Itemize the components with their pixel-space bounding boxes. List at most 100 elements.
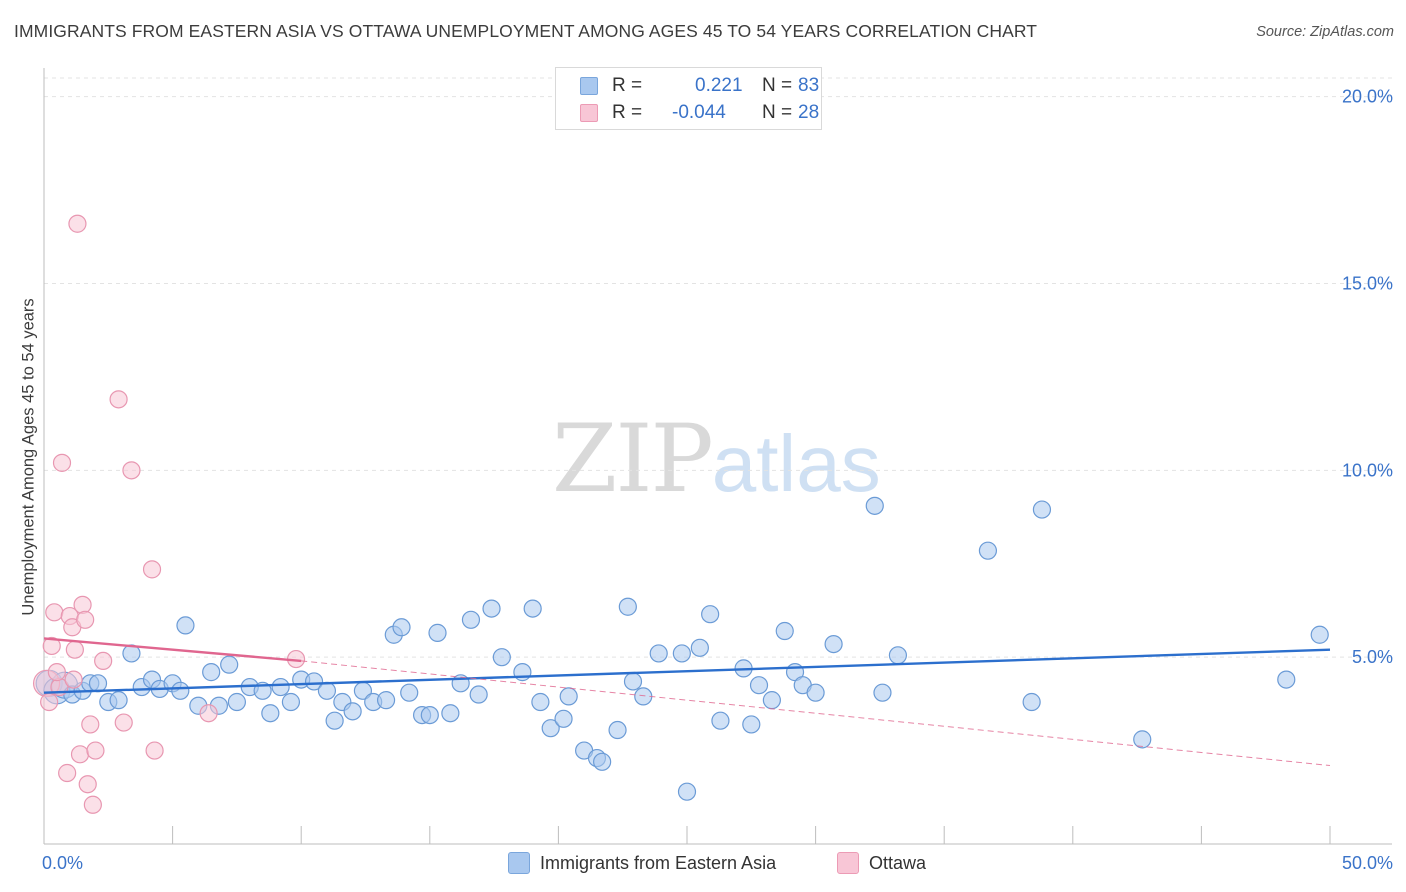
eastern-asia-point [634,687,653,706]
eastern-asia-point [469,685,488,704]
eastern-asia-point [271,677,290,697]
eastern-asia-point [176,616,195,635]
x-tick-label: 50.0% [1342,853,1393,873]
ottawa-point [64,670,83,689]
legend-n-label: N = [762,102,793,123]
eastern-asia-point [824,634,843,654]
eastern-asia-point [672,644,691,663]
eastern-asia-point [749,676,769,695]
chart-title: IMMIGRANTS FROM EASTERN ASIA VS OTTAWA U… [14,21,1038,41]
legend-n-label: N = [762,75,793,96]
eastern-asia-point [618,597,637,616]
eastern-asia-point [420,705,439,725]
eastern-asia-point [711,711,730,730]
x-tick-label: 0.0% [42,853,83,873]
eastern-asia-point [400,683,419,702]
bottom-legend-swatch-ottawa [837,852,859,874]
eastern-asia-point [202,663,221,682]
ottawa-point [142,560,162,579]
eastern-asia-point [428,623,447,642]
ottawa-point [76,610,95,629]
ottawa-point [40,692,59,712]
eastern-asia-point [304,672,324,691]
eastern-asia-point [888,646,908,665]
eastern-asia-point [806,683,825,702]
eastern-asia-point [690,638,709,657]
watermark: ZIPatlas [552,405,881,514]
eastern-asia-point [1277,670,1296,689]
legend-n-value: 28 [798,102,820,123]
legend-row-eastern-asia: R = 0.221 N = 83 [580,75,819,99]
bottom-legend-eastern-asia: Immigrants from Eastern Asia [508,852,808,878]
eastern-asia-point [482,599,501,618]
ottawa-trend-extension [301,660,1331,767]
eastern-asia-point [775,621,794,641]
ottawa-point [199,704,218,723]
eastern-asia-point [623,672,643,691]
ottawa-trend-line [43,637,302,663]
eastern-asia-point [608,720,627,740]
eastern-asia-point [701,605,720,624]
eastern-asia-point [281,692,301,712]
eastern-asia-point [978,541,998,560]
ottawa-point [114,713,133,732]
eastern-asia-point [109,691,128,710]
bottom-legend-label-eastern-asia: Immigrants from Eastern Asia [540,853,777,873]
bottom-legend-label-ottawa: Ottawa [869,853,927,873]
ottawa-point [78,775,97,794]
eastern-asia-point [220,655,239,674]
source-label: Source: ZipAtlas.com [1256,24,1394,40]
y-tick-label: 10.0% [1342,460,1393,480]
eastern-asia-point [392,618,411,637]
eastern-asia-point [865,496,884,515]
y-tick-label: 5.0% [1352,647,1393,667]
eastern-asia-trend-line [43,648,1331,694]
ottawa-point [109,390,128,409]
eastern-asia-point [376,691,396,710]
legend-swatch-eastern-asia [580,77,598,95]
eastern-asia-point [88,674,108,693]
eastern-asia-point [325,711,344,730]
watermark-atlas: atlas [711,419,881,508]
ottawa-point [70,745,90,764]
legend-r-label: R = [612,102,643,123]
ottawa-point [81,715,100,734]
legend-r-label: R = [612,75,643,96]
eastern-asia-point [649,644,668,663]
ottawa-point [65,640,84,659]
eastern-asia-point [677,782,697,801]
eastern-asia-point [1022,692,1041,712]
legend-r-value: -0.044 [672,102,726,123]
legend-n-value: 83 [798,75,820,96]
eastern-asia-point [742,715,761,734]
eastern-asia-point [343,702,362,721]
correlation-legend: R = 0.221 N = 83 R = -0.044 N = 28 [555,67,822,130]
ottawa-point [73,595,92,614]
watermark-zip: ZIP [552,405,714,514]
eastern-asia-point [593,752,612,771]
eastern-asia-point [1310,625,1329,644]
eastern-asia-point [554,709,573,728]
ottawa-point [86,741,105,760]
eastern-asia-point [171,681,190,700]
eastern-asia-point [523,599,542,618]
bottom-legend-swatch-eastern-asia [508,852,530,874]
ottawa-point [42,636,61,656]
ottawa-point [122,461,141,480]
eastern-asia-point [541,719,560,738]
eastern-asia-point [227,692,246,712]
y-tick-label: 20.0% [1342,87,1393,107]
legend-r-value: 0.221 [695,75,743,96]
eastern-asia-point [559,687,578,706]
ottawa-point [52,453,72,472]
eastern-asia-point [492,648,511,667]
eastern-asia-point [261,704,280,723]
eastern-asia-point [317,681,337,700]
bottom-legend-ottawa: Ottawa [837,852,947,878]
ottawa-point [58,763,77,783]
eastern-asia-point [1032,500,1052,519]
ottawa-point [83,795,102,814]
eastern-asia-point [762,691,781,710]
y-tick-label: 15.0% [1342,274,1393,294]
